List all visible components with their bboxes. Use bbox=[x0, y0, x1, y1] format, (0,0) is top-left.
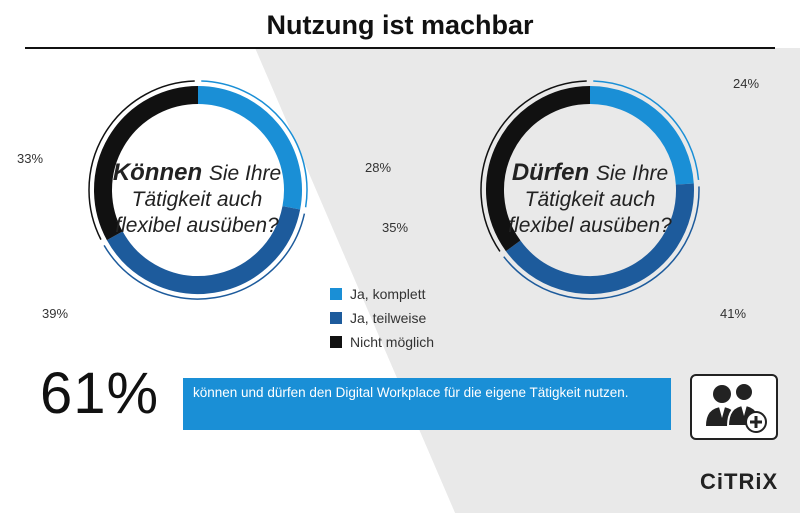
legend-swatch bbox=[330, 288, 342, 300]
donut-segment bbox=[486, 86, 591, 252]
legend-swatch bbox=[330, 336, 342, 348]
center-question-line: flexibel ausüben? bbox=[508, 214, 672, 237]
legend-item: Ja, komplett bbox=[330, 282, 434, 306]
center-question-line: Tätigkeit auch bbox=[132, 188, 263, 211]
donut-segment bbox=[589, 86, 694, 185]
segment-bracket bbox=[88, 80, 195, 240]
legend-item: Ja, teilweise bbox=[330, 306, 434, 330]
data-label: 33% bbox=[17, 151, 43, 166]
legend-label: Ja, teilweise bbox=[350, 310, 427, 326]
data-label: 35% bbox=[382, 220, 408, 235]
data-label: 39% bbox=[42, 306, 68, 321]
segment-bracket bbox=[593, 80, 700, 180]
summary-value: 61% bbox=[40, 361, 160, 426]
donut-segment bbox=[505, 183, 694, 294]
donut-segment bbox=[197, 86, 302, 210]
page-title: Nutzung ist machbar bbox=[266, 10, 534, 40]
summary-banner: können und dürfen den Digital Workplace … bbox=[183, 378, 671, 430]
center-question-line: flexibel ausüben? bbox=[115, 214, 279, 237]
legend-label: Ja, komplett bbox=[350, 286, 426, 302]
segment-bracket bbox=[201, 80, 308, 208]
center-question-line: Tätigkeit auch bbox=[525, 188, 656, 211]
segment-bracket bbox=[480, 80, 587, 252]
donut-segment bbox=[94, 86, 199, 241]
data-label: 24% bbox=[733, 76, 759, 91]
legend: Ja, komplett Ja, teilweise Nicht möglich bbox=[330, 282, 434, 354]
legend-item: Nicht möglich bbox=[330, 330, 434, 354]
legend-swatch bbox=[330, 312, 342, 324]
segment-bracket bbox=[103, 213, 306, 300]
segment-bracket bbox=[503, 186, 700, 300]
data-label: 41% bbox=[720, 306, 746, 321]
legend-label: Nicht möglich bbox=[350, 334, 435, 350]
center-question-line: Können Sie Ihre bbox=[113, 159, 281, 186]
citrix-logo: CiTRiX bbox=[700, 469, 779, 494]
donut-segment bbox=[106, 205, 301, 294]
center-question-line: Dürfen Sie Ihre bbox=[512, 159, 668, 186]
users-plus-icon bbox=[690, 374, 778, 440]
data-label: 28% bbox=[365, 160, 391, 175]
